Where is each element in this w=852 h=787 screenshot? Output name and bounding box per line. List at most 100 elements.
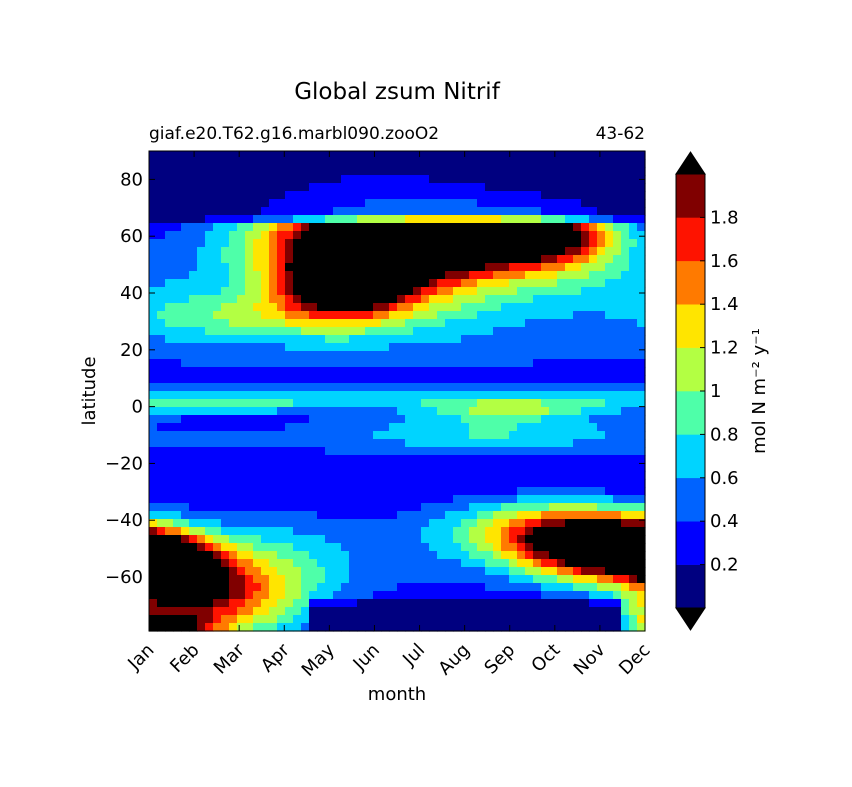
contour-cell [469,367,478,376]
contour-cell [349,607,358,616]
contour-cell [189,295,198,304]
contour-cell [261,423,270,432]
contour-cell [197,439,206,448]
contour-cell [389,455,398,464]
contour-cell [221,495,230,504]
contour-cell [229,615,238,624]
contour-cell [437,575,446,584]
contour-cell [269,415,278,424]
contour-cell [581,351,590,360]
contour-cell [509,279,518,288]
contour-cell [485,431,494,440]
contour-cell [253,215,262,224]
contour-cell [501,503,510,512]
contour-cell [581,175,590,184]
contour-cell [501,239,510,248]
contour-cell [421,343,430,352]
contour-cell [485,447,494,456]
contour-cell [525,583,534,592]
contour-cell [557,479,566,488]
contour-cell [181,343,190,352]
contour-cell [293,271,302,280]
contour-cell [389,207,398,216]
contour-cell [261,295,270,304]
contour-cell [565,447,574,456]
contour-cell [189,399,198,408]
contour-cell [509,503,518,512]
contour-cell [221,503,230,512]
contour-cell [453,255,462,264]
contour-cell [237,463,246,472]
contour-cell [509,327,518,336]
contour-cell [405,527,414,536]
contour-cell [605,287,614,296]
contour-cell [301,247,310,256]
contour-cell [189,407,198,416]
contour-cell [445,343,454,352]
contour-cell [189,215,198,224]
contour-cell [357,167,366,176]
contour-cell [429,607,438,616]
contour-cell [509,247,518,256]
contour-cell [205,279,214,288]
contour-cell [245,279,254,288]
contour-cell [397,263,406,272]
contour-cell [637,327,646,336]
contour-cell [581,447,590,456]
contour-cell [525,423,534,432]
contour-cell [381,535,390,544]
contour-cell [453,487,462,496]
contour-cell [549,311,558,320]
contour-cell [325,327,334,336]
contour-cell [205,527,214,536]
contour-cell [429,183,438,192]
contour-cell [317,279,326,288]
contour-cell [285,151,294,160]
contour-cell [205,247,214,256]
contour-cell [421,255,430,264]
y-tick-label: −40 [105,510,143,531]
contour-cell [285,207,294,216]
contour-cell [445,583,454,592]
contour-cell [621,351,630,360]
contour-cell [493,591,502,600]
contour-cell [277,583,286,592]
contour-cell [381,479,390,488]
contour-cell [341,287,350,296]
contour-cell [277,279,286,288]
contour-cell [541,479,550,488]
contour-cell [157,199,166,208]
contour-cell [429,367,438,376]
contour-cell [373,463,382,472]
contour-cell [605,295,614,304]
contour-cell [421,391,430,400]
contour-cell [189,559,198,568]
contour-cell [573,399,582,408]
contour-cell [261,575,270,584]
contour-cell [189,447,198,456]
contour-cell [181,351,190,360]
contour-cell [269,239,278,248]
contour-cell [357,391,366,400]
contour-cell [405,167,414,176]
contour-cell [285,535,294,544]
contour-cell [237,279,246,288]
contour-cell [581,399,590,408]
contour-cell [597,287,606,296]
contour-cell [629,167,638,176]
contour-cell [549,535,558,544]
contour-cell [165,527,174,536]
contour-cell [493,391,502,400]
contour-cell [365,311,374,320]
contour-cell [541,407,550,416]
contour-cell [229,407,238,416]
contour-cell [293,439,302,448]
contour-cell [237,199,246,208]
contour-cell [365,543,374,552]
contour-cell [373,447,382,456]
contour-cell [533,535,542,544]
contour-cell [269,527,278,536]
contour-cell [389,175,398,184]
contour-cell [205,375,214,384]
contour-cell [485,583,494,592]
